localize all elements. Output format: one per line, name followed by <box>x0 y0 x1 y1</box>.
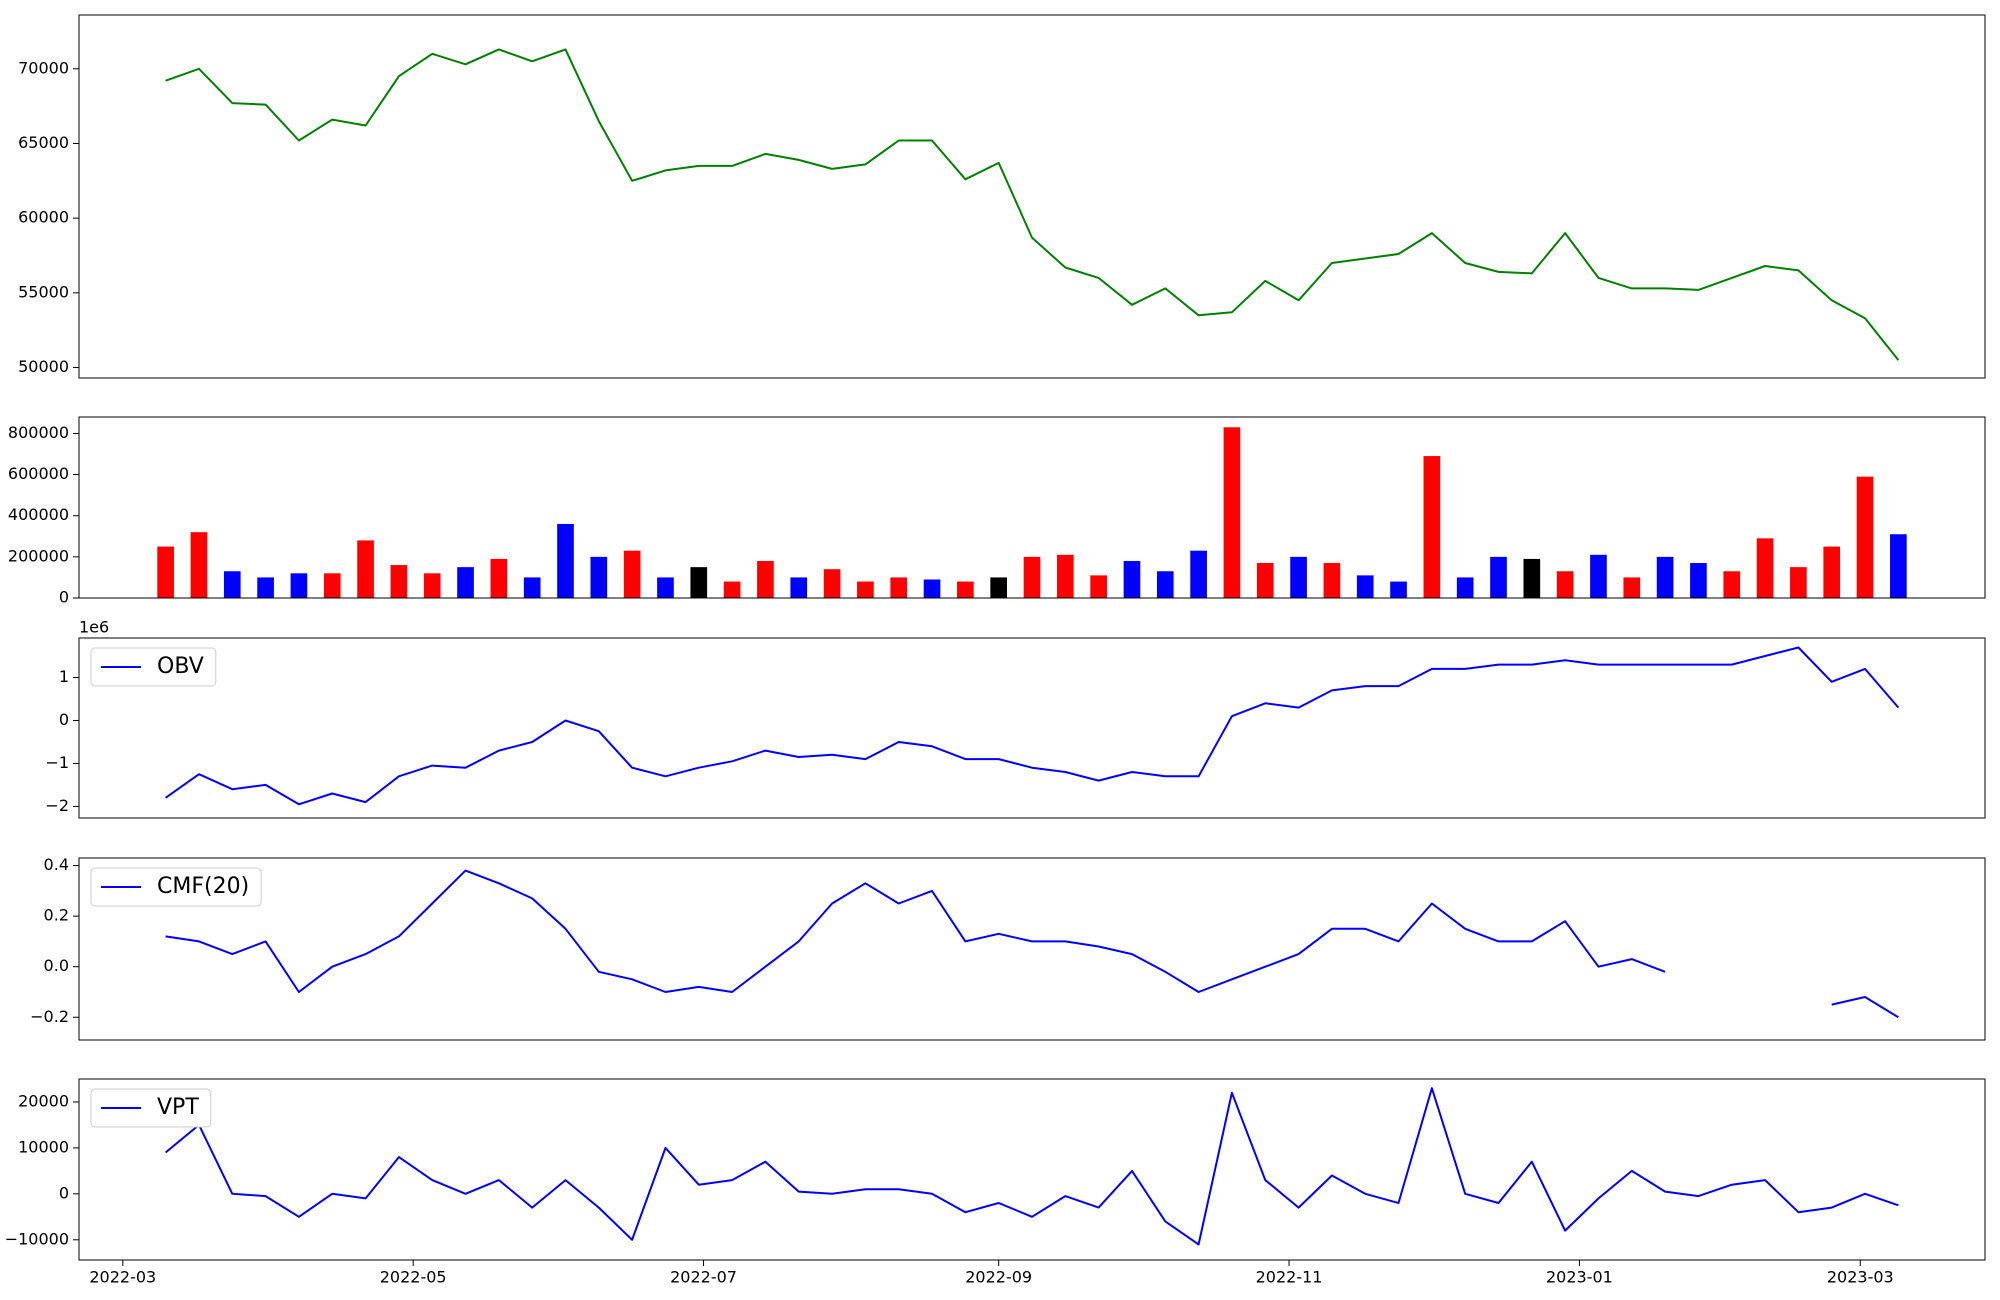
series-line <box>165 48 1900 361</box>
legend-label: OBV <box>157 654 204 679</box>
volume-bar <box>1056 554 1074 598</box>
volume-bar <box>1590 554 1607 598</box>
x-tick-label: 2023-01 <box>1546 1268 1613 1287</box>
y-tick-label: 0.4 <box>44 855 69 874</box>
x-tick-label: 2023-03 <box>1827 1268 1894 1287</box>
legend-box <box>90 1088 212 1128</box>
volume-bar <box>690 567 708 598</box>
x-tick-label: 2022-05 <box>380 1268 447 1287</box>
axes-frame <box>78 637 1986 819</box>
series-line <box>165 646 1900 806</box>
volume-bar <box>1856 476 1874 598</box>
y-offset-label: 1e6 <box>79 618 109 637</box>
y-tick-label: 70000 <box>18 58 69 77</box>
volume-bar <box>1790 567 1807 598</box>
volume-bar <box>1456 577 1474 598</box>
y-tick-label: 800000 <box>8 423 69 442</box>
volume-bar <box>957 581 974 598</box>
volume-bar <box>1656 556 1674 598</box>
volume-bar <box>590 556 608 598</box>
x-tick-label: 2022-09 <box>965 1268 1032 1287</box>
volume-bar <box>1223 427 1241 598</box>
volume-bar <box>1556 571 1574 598</box>
volume-bar <box>1123 560 1141 598</box>
volume-bar <box>857 581 874 598</box>
legend-label: CMF(20) <box>157 874 249 899</box>
x-tick-label: 2022-03 <box>89 1268 156 1287</box>
y-tick-label: −0.2 <box>30 1007 69 1026</box>
axes-frame <box>78 1078 1986 1261</box>
volume-bar <box>557 523 574 598</box>
volume-bar <box>423 573 441 598</box>
volume-bar <box>1090 575 1107 598</box>
volume-bar <box>790 577 808 598</box>
y-tick-label: 60000 <box>18 208 69 227</box>
series-line <box>165 869 1899 1019</box>
volume-bar <box>723 581 741 598</box>
x-tick-label: 2022-11 <box>1256 1268 1323 1287</box>
volume-bar <box>657 577 674 598</box>
axes-frame <box>78 416 1986 599</box>
y-tick-label: 0 <box>59 710 69 729</box>
y-tick-label: 65000 <box>18 133 69 152</box>
volume-bar <box>323 573 341 598</box>
volume-bar <box>823 569 841 598</box>
y-tick-label: 55000 <box>18 282 69 301</box>
y-tick-label: 10000 <box>18 1137 69 1156</box>
volume-bar <box>1890 534 1907 598</box>
volume-bar <box>923 579 941 598</box>
volume-bar <box>1190 550 1207 598</box>
y-tick-label: 1 <box>59 667 69 686</box>
y-tick-label: 0.0 <box>44 956 69 975</box>
volume-bar <box>1690 563 1707 598</box>
y-tick-label: 0.2 <box>44 906 69 925</box>
y-tick-label: −10000 <box>5 1229 69 1248</box>
y-tick-label: 20000 <box>18 1091 69 1110</box>
volume-bar <box>990 577 1008 598</box>
volume-bar <box>1390 581 1407 598</box>
volume-bar <box>257 577 274 598</box>
y-tick-label: 0 <box>59 1183 69 1202</box>
axes-frame <box>78 857 1986 1041</box>
y-tick-label: −2 <box>45 796 69 815</box>
volume-bar <box>623 550 641 598</box>
volume-bar <box>190 532 208 598</box>
volume-bar <box>1290 556 1307 598</box>
y-tick-label: 50000 <box>18 357 69 376</box>
y-tick-label: 400000 <box>8 505 69 524</box>
volume-bar <box>223 571 241 598</box>
volume-bar <box>1723 571 1741 598</box>
volume-bar <box>290 573 308 598</box>
series-line <box>164 1087 1899 1246</box>
y-tick-label: 600000 <box>8 464 69 483</box>
volume-bar <box>890 577 908 598</box>
volume-bar <box>490 558 508 598</box>
volume-bar <box>1256 563 1274 598</box>
volume-bar <box>1823 546 1841 598</box>
axes-frame <box>78 14 1986 379</box>
volume-bar <box>1490 556 1507 598</box>
volume-bar <box>457 567 474 598</box>
volume-bar <box>1323 563 1341 598</box>
y-tick-label: −1 <box>45 753 69 772</box>
volume-bar <box>1756 538 1774 598</box>
volume-bar <box>1523 558 1541 598</box>
volume-bar <box>1423 456 1441 598</box>
volume-bar <box>1623 577 1641 598</box>
volume-bar <box>157 546 174 598</box>
volume-bar <box>1023 556 1041 598</box>
volume-bar <box>757 560 774 598</box>
volume-bar <box>1156 571 1174 598</box>
legend-box <box>90 647 217 687</box>
y-tick-label: 0 <box>59 588 69 607</box>
x-tick-label: 2022-07 <box>670 1268 737 1287</box>
legend-box <box>90 867 262 907</box>
volume-bar <box>357 540 374 598</box>
y-tick-label: 200000 <box>8 546 69 565</box>
legend-label: VPT <box>157 1095 199 1120</box>
volume-bar <box>1356 575 1374 598</box>
volume-bar <box>390 565 408 598</box>
volume-bar <box>523 577 541 598</box>
